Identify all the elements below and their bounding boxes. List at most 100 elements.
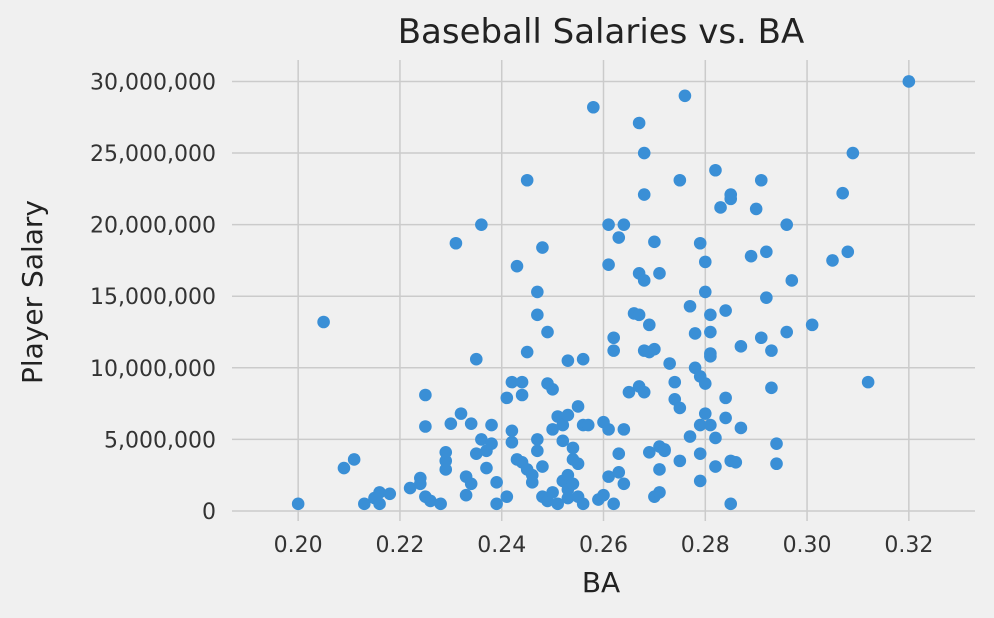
data-point: [673, 454, 687, 468]
data-point: [846, 146, 860, 160]
data-point: [805, 318, 819, 332]
data-point: [643, 445, 656, 459]
data-point: [607, 331, 620, 345]
data-point: [520, 173, 534, 187]
data-point: [597, 488, 610, 502]
data-point: [719, 411, 732, 425]
data-point: [622, 385, 636, 399]
data-point: [698, 377, 712, 390]
data-point: [413, 477, 427, 491]
data-point: [500, 490, 514, 503]
data-point: [714, 201, 727, 214]
data-point: [648, 235, 661, 249]
data-point: [587, 100, 600, 114]
data-point: [709, 460, 722, 473]
x-tick-label: 0.28: [681, 533, 730, 558]
data-point: [607, 344, 620, 357]
data-point: [734, 340, 748, 353]
data-point: [861, 375, 875, 389]
x-tick-label: 0.22: [375, 533, 424, 558]
data-point: [724, 497, 738, 511]
data-point: [536, 460, 549, 473]
grid: [232, 60, 975, 521]
data-point: [566, 441, 580, 455]
data-point: [556, 418, 570, 432]
data-point: [653, 463, 666, 476]
y-tick-label: 25,000,000: [90, 142, 216, 167]
data-point: [836, 186, 849, 200]
data-point: [668, 375, 682, 389]
data-point: [475, 218, 488, 231]
data-point: [612, 231, 626, 244]
data-point: [475, 433, 488, 446]
data-point: [546, 382, 559, 396]
data-point: [698, 285, 712, 299]
data-point: [902, 75, 916, 88]
data-point: [469, 447, 483, 461]
data-point: [653, 267, 666, 280]
data-point: [709, 431, 722, 445]
data-point: [515, 388, 529, 402]
x-tick-label: 0.26: [579, 533, 628, 558]
data-point: [729, 456, 743, 469]
data-point: [612, 466, 626, 479]
data-point: [454, 407, 468, 420]
data-point: [383, 487, 397, 501]
data-point: [500, 391, 514, 405]
data-point: [546, 486, 559, 499]
data-point: [485, 437, 498, 450]
data-point: [637, 146, 651, 160]
data-point: [419, 388, 432, 402]
y-tick-label: 5,000,000: [104, 428, 216, 453]
data-point: [561, 408, 575, 422]
data-point: [770, 457, 783, 471]
x-tick-label: 0.30: [783, 533, 832, 558]
data-point: [571, 457, 585, 471]
data-point: [317, 315, 330, 329]
data-point: [683, 299, 697, 313]
data-point: [602, 258, 615, 272]
data-point: [439, 445, 453, 459]
data-point: [780, 218, 794, 231]
data-point: [632, 116, 646, 130]
data-point: [607, 497, 620, 511]
data-point: [698, 407, 712, 420]
data-point: [581, 418, 595, 432]
data-point: [571, 400, 585, 413]
data-point: [551, 497, 564, 511]
data-point: [505, 375, 519, 389]
data-point: [663, 357, 676, 370]
data-point: [505, 424, 519, 438]
data-point: [754, 331, 768, 345]
data-point: [709, 163, 722, 177]
data-point: [459, 488, 473, 502]
data-point: [826, 254, 839, 267]
data-point: [515, 375, 529, 389]
data-point: [510, 259, 524, 273]
data-point: [490, 497, 503, 511]
data-point: [576, 352, 590, 366]
y-axis-label: Player Salary: [16, 200, 49, 384]
y-tick-label: 0: [202, 500, 216, 525]
data-point: [444, 417, 458, 430]
data-point: [480, 461, 493, 475]
data-point: [531, 308, 544, 322]
data-point: [749, 202, 763, 216]
data-point: [469, 352, 483, 366]
data-point: [770, 437, 783, 450]
data-point: [576, 497, 590, 511]
data-point: [765, 344, 778, 357]
data-point: [617, 423, 631, 436]
data-point: [785, 274, 799, 287]
data-point: [678, 89, 692, 103]
data-point: [719, 391, 732, 405]
y-tick-label: 20,000,000: [90, 214, 216, 239]
data-point: [337, 461, 351, 475]
data-point: [617, 477, 631, 491]
data-point: [643, 318, 656, 332]
y-tick-label: 15,000,000: [90, 285, 216, 310]
data-point: [724, 188, 738, 201]
data-point: [561, 354, 575, 367]
x-tick-labels: 0.20 0.22 0.24 0.26 0.28 0.30 0.32: [274, 533, 934, 558]
